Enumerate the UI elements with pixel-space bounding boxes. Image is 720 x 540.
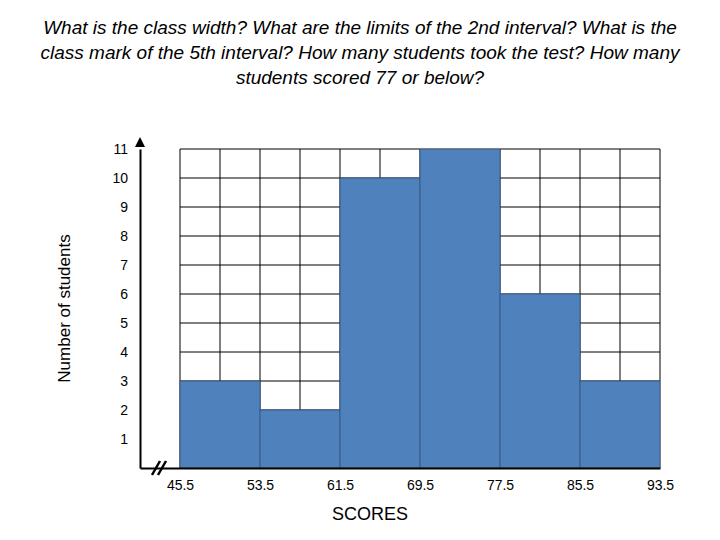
x-tick-label: 69.5 bbox=[407, 477, 434, 493]
y-axis-line bbox=[140, 150, 142, 469]
x-tick-label: 85.5 bbox=[567, 477, 594, 493]
y-tick: 7 bbox=[120, 257, 140, 273]
x-axis: 45.5 53.5 61.5 69.5 77.5 85.5 93.5 bbox=[141, 468, 675, 493]
y-axis: 1 2 3 4 5 6 7 8 9 10 11 bbox=[112, 141, 140, 469]
y-tick-label: 8 bbox=[120, 228, 128, 244]
y-tick-label: 10 bbox=[112, 170, 128, 186]
x-tick-label: 77.5 bbox=[487, 477, 514, 493]
x-tick: 85.5 bbox=[567, 468, 594, 493]
title-group: What is the class width? What are the li… bbox=[41, 17, 681, 88]
x-tick: 45.5 bbox=[167, 468, 194, 493]
x-tick: 93.5 bbox=[647, 468, 674, 493]
y-tick: 1 bbox=[120, 431, 140, 447]
y-tick-label: 5 bbox=[120, 315, 128, 331]
y-tick-label: 2 bbox=[120, 402, 128, 418]
title: What is the class width? What are the li… bbox=[43, 17, 677, 38]
y-tick: 10 bbox=[112, 170, 140, 186]
x-tick: 53.5 bbox=[247, 468, 274, 493]
x-tick-label: 93.5 bbox=[647, 477, 674, 493]
y-tick: 4 bbox=[120, 344, 140, 360]
title: class mark of the 5th interval? How many… bbox=[41, 42, 681, 63]
y-tick: 3 bbox=[120, 373, 140, 389]
axis-arrow bbox=[135, 137, 145, 147]
y-tick: 5 bbox=[120, 315, 140, 331]
bar bbox=[180, 381, 260, 468]
y-tick: 11 bbox=[113, 141, 140, 157]
grid bbox=[180, 149, 660, 468]
x-tick-label: 61.5 bbox=[327, 477, 354, 493]
y-tick-label: 1 bbox=[120, 431, 128, 447]
x-axis-line bbox=[141, 468, 661, 470]
x-tick-label: 45.5 bbox=[167, 477, 194, 493]
bar bbox=[580, 381, 660, 468]
bar bbox=[420, 149, 500, 468]
bar bbox=[260, 410, 340, 468]
x-axis-title: SCORES bbox=[332, 504, 408, 524]
x-tick: 61.5 bbox=[327, 468, 354, 493]
y-tick: 8 bbox=[120, 228, 140, 244]
y-tick: 9 bbox=[120, 199, 140, 215]
bars bbox=[180, 149, 660, 468]
y-tick-label: 9 bbox=[120, 199, 128, 215]
title: students scored 77 or below? bbox=[236, 67, 485, 88]
x-tick: 69.5 bbox=[407, 468, 434, 493]
y-tick: 2 bbox=[120, 402, 140, 418]
y-axis-title: Number of students bbox=[55, 234, 74, 382]
y-tick-label: 3 bbox=[120, 373, 128, 389]
y-tick-label: 4 bbox=[120, 344, 128, 360]
bar bbox=[500, 294, 580, 468]
axis-break bbox=[158, 461, 166, 475]
y-tick: 6 bbox=[120, 286, 140, 302]
x-tick: 77.5 bbox=[487, 468, 514, 493]
y-tick-label: 6 bbox=[120, 286, 128, 302]
chart: What is the class width? What are the li… bbox=[0, 0, 720, 540]
y-tick-label: 7 bbox=[120, 257, 128, 273]
y-tick-label: 11 bbox=[113, 141, 128, 157]
bar bbox=[340, 178, 420, 468]
x-tick-label: 53.5 bbox=[247, 477, 274, 493]
